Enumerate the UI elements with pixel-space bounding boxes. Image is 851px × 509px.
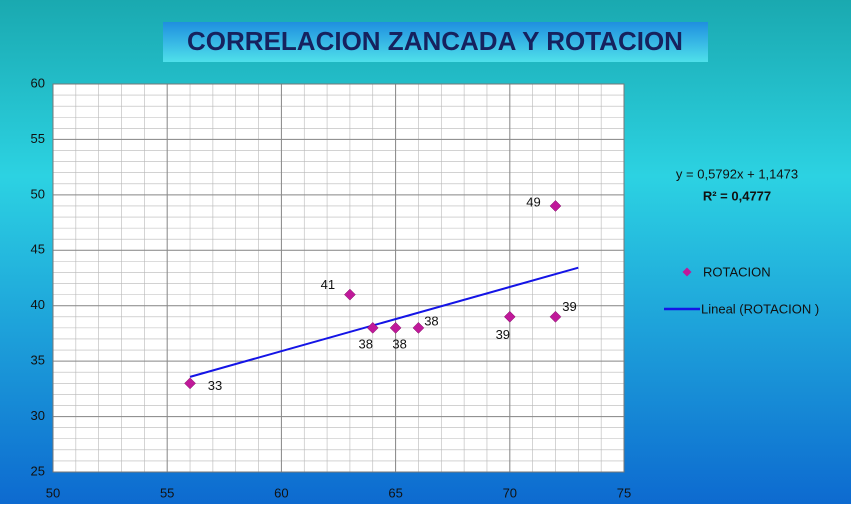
data-label: 41 xyxy=(321,277,335,292)
r-squared: R² = 0,4777 xyxy=(703,188,771,203)
y-tick-label: 40 xyxy=(31,297,45,312)
plot-border xyxy=(52,83,625,473)
x-tick-label: 75 xyxy=(617,485,631,500)
y-tick-label: 55 xyxy=(31,131,45,146)
data-label: 39 xyxy=(496,327,510,342)
data-label: 39 xyxy=(562,299,576,314)
x-tick-label: 70 xyxy=(503,485,517,500)
y-tick-label: 25 xyxy=(31,463,45,478)
y-tick-label: 30 xyxy=(31,408,45,423)
legend-label: ROTACION xyxy=(703,264,771,279)
legend-marker xyxy=(682,267,692,277)
data-label: 38 xyxy=(424,313,438,328)
plot-area xyxy=(53,84,624,472)
point xyxy=(549,200,562,212)
point xyxy=(366,322,379,334)
data-label: 49 xyxy=(526,194,540,209)
point xyxy=(184,377,196,390)
y-tick-label: 60 xyxy=(31,75,45,90)
y-tick-label: 45 xyxy=(31,242,45,257)
trendline xyxy=(189,266,579,378)
data-label: 38 xyxy=(359,336,373,351)
point xyxy=(412,322,425,334)
data-label: 38 xyxy=(392,336,406,351)
equation: y = 0,5792x + 1,1473 xyxy=(676,166,798,181)
x-tick-label: 65 xyxy=(388,485,402,500)
legend-label: Lineal (ROTACION ) xyxy=(701,301,819,316)
x-tick-label: 60 xyxy=(274,485,288,500)
point xyxy=(344,288,356,301)
y-tick-label: 50 xyxy=(31,186,45,201)
y-tick-label: 35 xyxy=(31,353,45,368)
x-tick-label: 50 xyxy=(46,485,60,500)
x-tick-label: 55 xyxy=(160,485,174,500)
data-label: 33 xyxy=(208,378,222,393)
title-box xyxy=(163,22,708,62)
chart-title: CORRELACION ZANCADA Y ROTACION xyxy=(187,26,683,56)
point xyxy=(503,310,516,323)
point xyxy=(389,322,402,334)
point xyxy=(549,310,562,323)
